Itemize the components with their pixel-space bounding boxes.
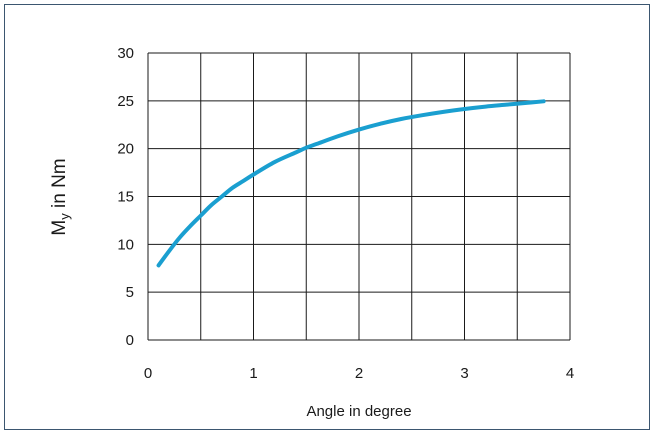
y-tick-label: 25	[117, 93, 134, 110]
series-line	[156, 99, 546, 268]
y-tick-label: 10	[117, 236, 134, 253]
y-axis-label-sub: y	[57, 213, 72, 220]
x-tick-label: 0	[144, 365, 152, 382]
y-axis-label-main: M	[49, 220, 70, 236]
tick-labels: 0 1 2 3 4 0 5 10 15 20 25 30	[117, 45, 574, 382]
grid-lines	[147, 52, 571, 341]
series-lines	[156, 99, 546, 268]
y-tick-label: 15	[117, 189, 134, 206]
x-tick-label: 2	[355, 365, 363, 382]
x-tick-label: 3	[460, 365, 468, 382]
chart-frame	[4, 4, 650, 430]
y-tick-label: 20	[117, 141, 134, 158]
x-tick-label: 1	[249, 365, 257, 382]
y-tick-label: 0	[126, 332, 134, 349]
x-tick-label: 4	[566, 365, 574, 382]
y-tick-label: 5	[126, 284, 134, 301]
x-axis-label: Angle in degree	[306, 403, 411, 420]
y-axis-label-rest: in Nm	[49, 158, 70, 213]
y-axis-label: My in Nm	[49, 158, 72, 235]
y-tick-label: 30	[117, 45, 134, 62]
